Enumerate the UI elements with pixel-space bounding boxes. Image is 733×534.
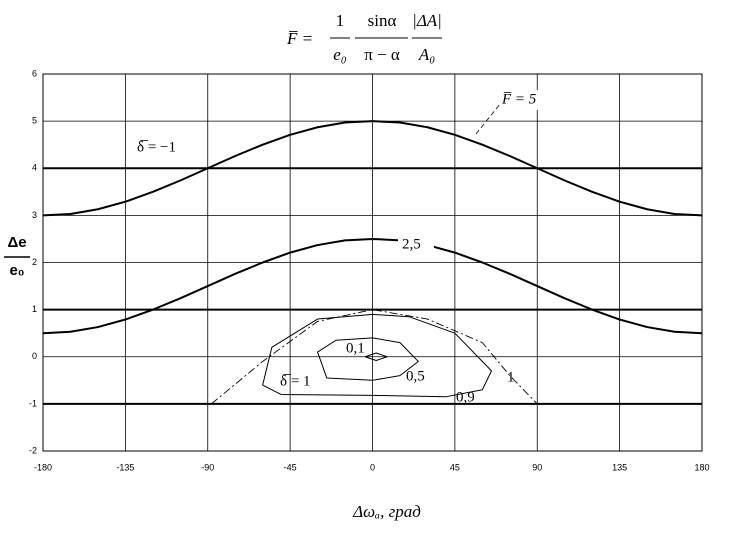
title-den: π − α bbox=[364, 45, 400, 64]
label-bg bbox=[135, 138, 197, 158]
curve bbox=[42, 120, 703, 217]
y-label-den: e₀ bbox=[9, 262, 24, 279]
title-num: 1 bbox=[336, 11, 345, 30]
y-tick-label: -2 bbox=[29, 445, 37, 455]
x-tick-label: -90 bbox=[201, 462, 214, 472]
x-tick-label: -180 bbox=[34, 462, 52, 472]
y-tick-label: 6 bbox=[32, 68, 37, 78]
annotation: δ̅ = 1 bbox=[280, 373, 311, 389]
annotation: 0,5 bbox=[406, 368, 425, 384]
chart-title: F̅ = 1 e₀ sinα π − α |ΔA| A₀ bbox=[286, 11, 442, 64]
curve bbox=[211, 309, 538, 405]
y-tick-label: 3 bbox=[32, 210, 37, 220]
annotation: 0,9 bbox=[456, 389, 475, 405]
title-num: |ΔA| bbox=[412, 11, 442, 30]
leader-line bbox=[475, 103, 501, 135]
x-tick-label: -135 bbox=[116, 462, 134, 472]
x-tick-label: 45 bbox=[450, 462, 460, 472]
y-tick-label: 1 bbox=[32, 304, 37, 314]
annotation: F̅ = 5 bbox=[501, 91, 537, 107]
title-num: sinα bbox=[368, 11, 397, 30]
curve bbox=[262, 313, 492, 398]
x-tick-label: 180 bbox=[694, 462, 709, 472]
y-tick-label: -1 bbox=[29, 398, 37, 408]
annotation: δ̅ = −1 bbox=[137, 139, 176, 155]
annotations: F̅ = 5 δ̅ = −1 2,5 0,1 0,5 0,9 1 δ̅ = 1 bbox=[135, 90, 556, 405]
curve bbox=[365, 352, 388, 362]
x-tick-label: -45 bbox=[284, 462, 297, 472]
annotation: 2,5 bbox=[402, 236, 421, 252]
curve bbox=[317, 337, 419, 381]
x-tick-label: 135 bbox=[612, 462, 627, 472]
plot-border bbox=[42, 73, 703, 452]
label-bg bbox=[500, 90, 556, 110]
title-lhs: F̅ = bbox=[286, 29, 313, 48]
y-tick-label: 5 bbox=[32, 116, 37, 126]
y-axis-label: Δe e₀ bbox=[4, 234, 30, 279]
annotation: 0,1 bbox=[346, 340, 365, 356]
title-den: e₀ bbox=[333, 45, 347, 64]
label-bg bbox=[398, 236, 434, 256]
y-tick-label: 0 bbox=[32, 351, 37, 361]
x-tick-label: 90 bbox=[532, 462, 542, 472]
x-axis-label: Δωₐ, град bbox=[352, 502, 421, 521]
x-tick-label: 0 bbox=[370, 462, 375, 472]
y-tick-label: 2 bbox=[32, 257, 37, 267]
y-label-num: Δe bbox=[7, 234, 26, 251]
annotation: 1 bbox=[507, 369, 515, 385]
y-tick-label: 4 bbox=[32, 163, 37, 173]
title-den: A₀ bbox=[418, 45, 435, 64]
